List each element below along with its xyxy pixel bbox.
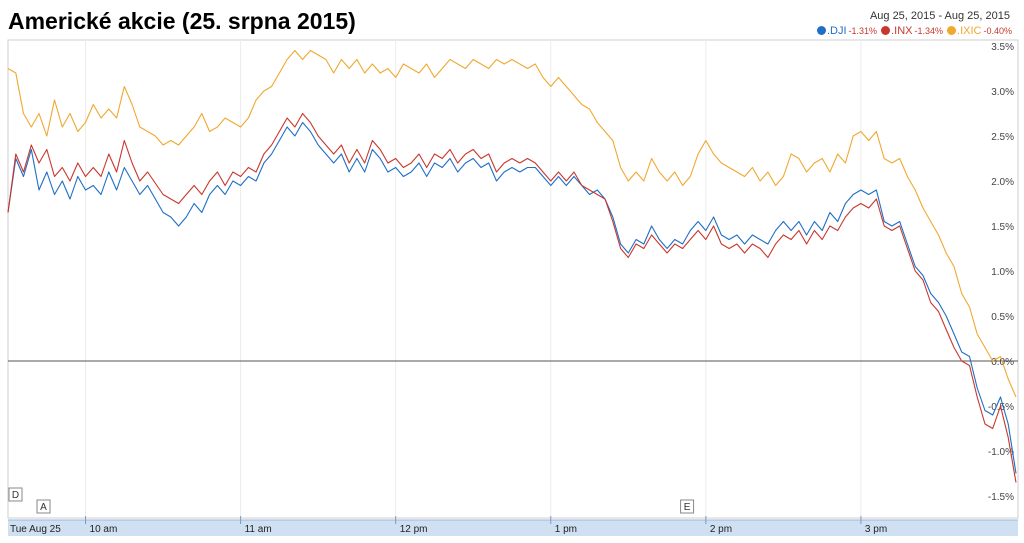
x-tick-label: 12 pm — [400, 524, 428, 535]
y-tick-label: 0.5% — [991, 312, 1014, 323]
event-marker-flag — [36, 499, 51, 514]
x-tick-label: 1 pm — [555, 524, 577, 535]
plot-frame — [7, 39, 1019, 519]
legend-series-change: -1.31% — [848, 26, 878, 36]
legend-item: .INX -1.34% — [881, 25, 943, 37]
event-marker-label: E — [684, 502, 691, 513]
legend-dot-icon — [947, 26, 957, 35]
event-marker-label: A — [40, 502, 47, 513]
event-marker-label: D — [12, 490, 19, 501]
y-tick-label: 3.0% — [991, 87, 1014, 98]
chart-title: Americké akcie (25. srpna 2015) — [8, 8, 356, 34]
legend-item: .DJI -1.31% — [816, 25, 878, 37]
legend-series-name: .INX — [891, 25, 913, 37]
event-marker-flag — [8, 487, 23, 502]
legend-item: .IXIC -0.40% — [947, 25, 1012, 37]
y-tick-label: 1.0% — [991, 267, 1014, 278]
y-tick-label: 1.5% — [991, 222, 1014, 233]
x-tick-label: 11 am — [245, 524, 272, 535]
x-tick-label: 3 pm — [865, 524, 887, 535]
y-tick-label: 3.5% — [991, 42, 1014, 53]
legend-dot-icon — [881, 26, 891, 35]
date-range: Aug 25, 2015 - Aug 25, 2015 — [869, 10, 1010, 22]
x-tick-label: Tue Aug 25 — [10, 524, 61, 535]
x-tick-label: 2 pm — [710, 524, 732, 535]
event-marker-flag — [680, 499, 695, 514]
x-axis-band — [8, 520, 1018, 536]
legend-series-name: .DJI — [826, 25, 847, 37]
series-line-ixic — [7, 49, 1017, 398]
series-line-dji — [7, 121, 1017, 474]
legend-series-change: -0.40% — [983, 26, 1012, 36]
series-line-inx — [7, 112, 1017, 483]
legend-series-name: .IXIC — [957, 25, 982, 37]
y-tick-label: -1.5% — [988, 492, 1014, 503]
legend-series-change: -1.34% — [914, 26, 944, 36]
y-tick-label: 2.5% — [991, 132, 1014, 143]
y-tick-label: 2.0% — [991, 177, 1014, 188]
legend: .DJI -1.31% .INX -1.34% .IXIC -0.40% — [813, 25, 1012, 37]
x-tick-label: 10 am — [90, 524, 118, 535]
y-tick-label: -1.0% — [988, 447, 1014, 458]
legend-dot-icon — [816, 26, 826, 35]
